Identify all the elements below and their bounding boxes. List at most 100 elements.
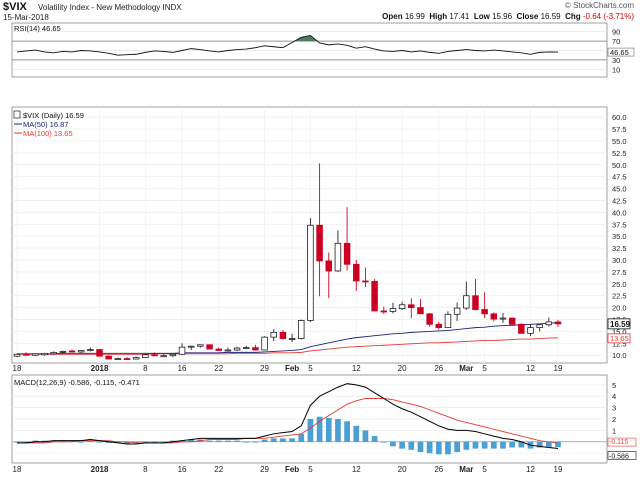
ma100-last-box [607, 333, 631, 344]
candle-body [307, 224, 314, 321]
macd-histogram-bar [188, 439, 195, 442]
date-tick-label: 16 [178, 364, 187, 373]
candle-body [362, 280, 369, 283]
candle-body [142, 354, 149, 359]
candle-body [334, 242, 342, 272]
candle-body [87, 349, 94, 351]
date-tick-label: Mar [459, 364, 473, 373]
candle-body [96, 349, 103, 357]
candle-body [518, 323, 525, 334]
price-tick-label: 45.0 [612, 185, 627, 194]
candle-body [398, 304, 406, 309]
rsi-last-box [607, 47, 635, 57]
symbol: $VIX [3, 1, 27, 13]
date-tick-label: 22 [214, 465, 223, 474]
macd-tick-label: 3 [612, 404, 616, 413]
candle-body [22, 353, 30, 356]
macd-histogram-bar [380, 441, 387, 443]
macd-histogram-bar [463, 441, 470, 450]
ma50-line [17, 322, 559, 355]
ohlc-readout: Open 16.99 High 17.41 Low 15.96 Close 16… [382, 12, 634, 21]
macd-signal-last-value: -0.115 [609, 439, 628, 446]
macd-histogram-bar [500, 441, 506, 449]
macd-histogram-bar [179, 440, 185, 442]
macd-histogram-bar [353, 425, 360, 442]
candle-body [453, 307, 461, 315]
price-tick-label: 25.0 [612, 280, 627, 289]
rsi-legend: RSI(14) 46.65 [14, 24, 61, 33]
candle-body [408, 304, 415, 309]
price-tick-label: 42.5 [612, 196, 627, 205]
macd-histogram-bar [481, 441, 488, 449]
macd-histogram-bar [390, 441, 396, 447]
macd-histogram-bar [426, 441, 433, 454]
macd-histogram-bar [160, 441, 167, 443]
price-tick-label: 22.5 [612, 292, 627, 301]
date-tick-label: 8 [143, 465, 148, 474]
candle-body [132, 357, 140, 360]
rsi-tick-label: 70 [612, 37, 620, 46]
price-tick-label: 60.0 [612, 113, 627, 122]
date-tick-label: 12 [526, 465, 535, 474]
candle-body [380, 310, 388, 313]
price-tick-label: 37.5 [612, 220, 627, 229]
ma100-line [17, 337, 559, 355]
security-name: Volatility Index - New Methodology INDX [38, 3, 182, 12]
macd-histogram-bar [124, 441, 130, 445]
macd-signal-line [17, 398, 559, 444]
candle-body [554, 321, 562, 325]
candle-body [50, 351, 57, 355]
date-tick-label: 19 [554, 364, 563, 373]
candle-body [499, 317, 507, 320]
price-legend-ma100: MA(100) 13.65 [23, 129, 73, 138]
candle-body [298, 320, 305, 339]
macd-histogram-bar [151, 441, 158, 443]
macd-histogram-bar [399, 441, 405, 449]
name-text: Volatility Index - New Methodology [38, 3, 161, 12]
candle-body [316, 224, 323, 262]
macd-histogram-bar [445, 441, 451, 455]
chg-value: -0.64 (-3.71%) [582, 12, 634, 21]
candle-body [463, 295, 470, 309]
date-tick-label: Mar [459, 465, 473, 474]
macd-histogram-bar [289, 438, 295, 442]
macd-tick-label: 2 [612, 415, 616, 424]
price-tick-label: 55.0 [612, 137, 627, 146]
price-last-box [607, 318, 631, 330]
date-label: 15-Mar-2018 [3, 13, 49, 22]
price-tick-label: 30.0 [612, 256, 627, 265]
price-tick-label: 50.0 [612, 161, 627, 170]
price-last-value: 16.59 [610, 320, 631, 329]
candle-body [288, 338, 296, 340]
close-label: Close [516, 12, 539, 21]
macd-last-value: -0.586 [609, 453, 629, 460]
date-tick-label: 2018 [91, 364, 109, 373]
candle-body [233, 347, 241, 351]
macd-histogram-bar [32, 440, 39, 442]
macd-histogram-bar [170, 440, 176, 442]
macd-histogram-bar [371, 436, 378, 442]
macd-histogram-bar [362, 430, 369, 442]
price-tick-label: 52.5 [612, 149, 627, 158]
date-tick-label: 29 [260, 465, 269, 474]
candle-body [169, 353, 177, 357]
legend-candle-icon [13, 110, 21, 119]
macd-histogram-bar [23, 441, 30, 443]
candle-body [426, 313, 433, 325]
macd-histogram-bar [41, 440, 48, 442]
candle-body [242, 347, 250, 350]
rsi-tick-label: 10 [612, 65, 620, 74]
date-tick-label: 22 [214, 364, 223, 373]
macd-histogram-bar [325, 417, 332, 442]
date-tick-label: 2018 [91, 465, 109, 474]
price-tick-label: 27.5 [612, 268, 627, 277]
macd-histogram-bar [243, 441, 250, 443]
date-tick-label: 18 [13, 364, 22, 373]
price-tick-label: 32.5 [612, 244, 627, 253]
exchange-text: INDX [162, 3, 182, 12]
rsi-last-value: 46.65 [610, 48, 629, 57]
rsi-tick-label: 90 [612, 28, 620, 37]
price-tick-label: 57.5 [612, 125, 627, 134]
macd-histogram-bar [14, 441, 20, 443]
